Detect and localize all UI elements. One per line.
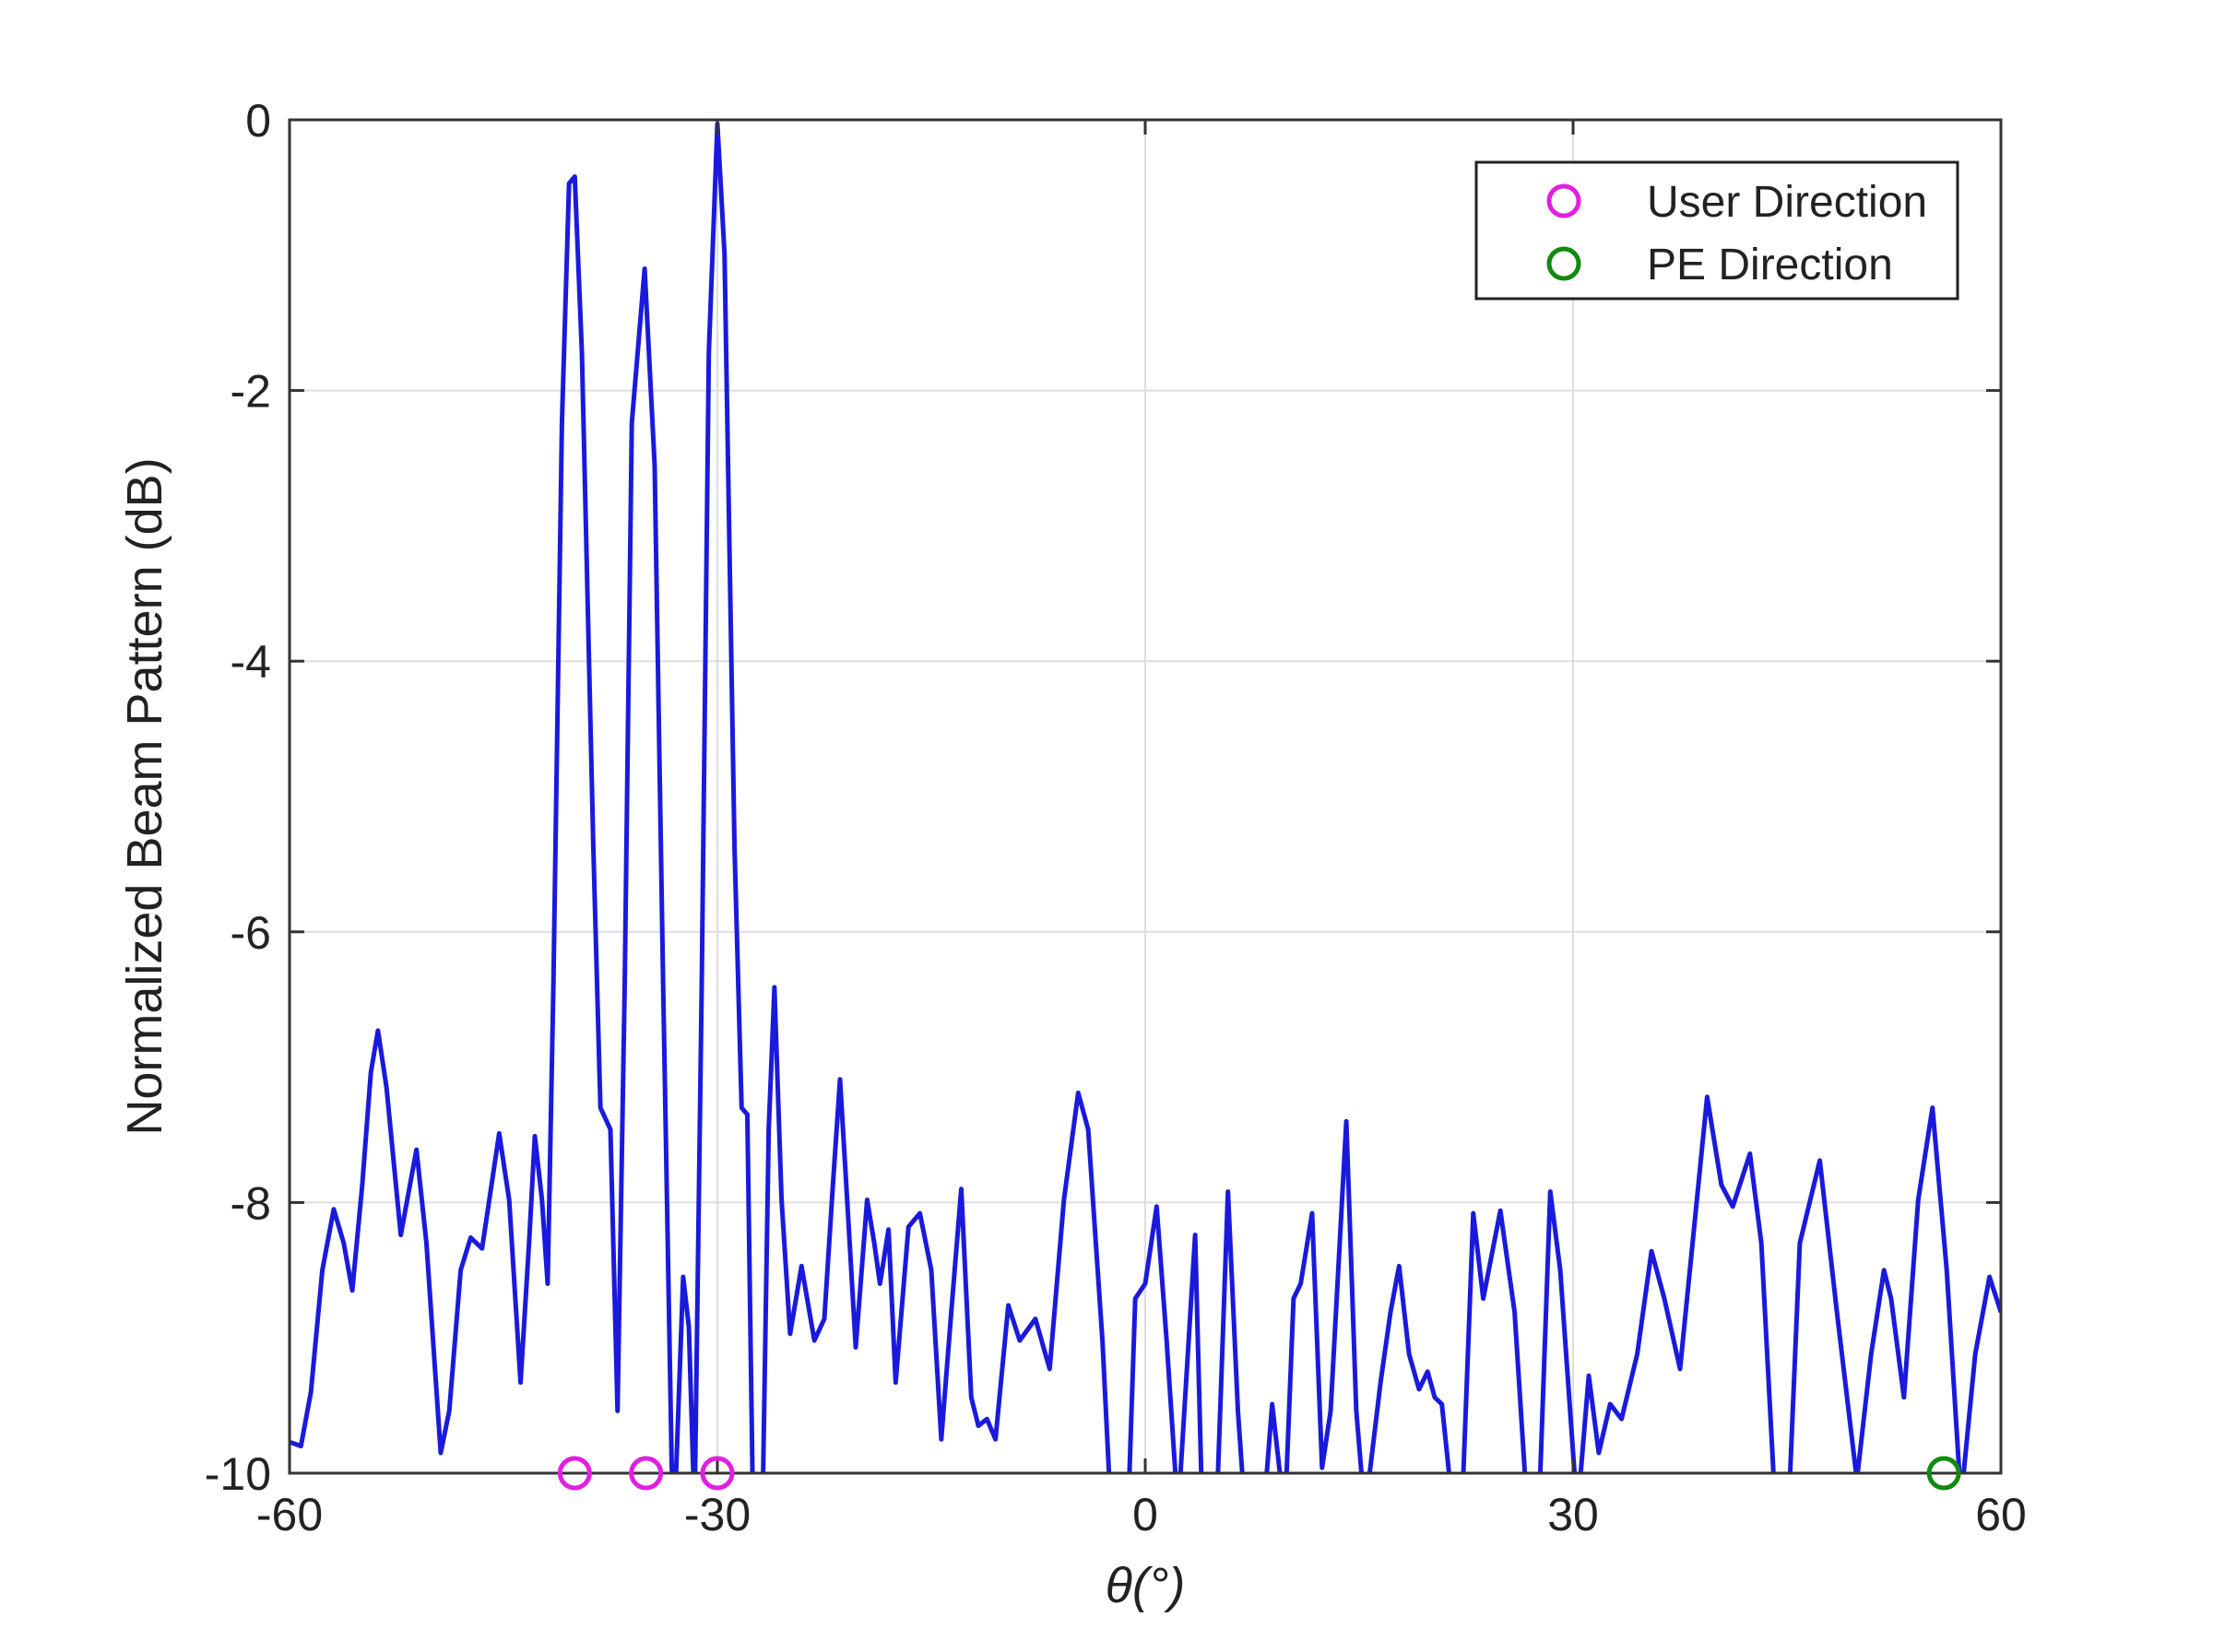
y-tick-label: -6 [231,907,271,959]
y-tick-label: 0 [245,95,271,147]
direction-marker [1926,1456,1961,1491]
x-tick-label: 30 [1547,1489,1599,1540]
direction-marker [700,1456,735,1491]
y-tick-label: -8 [231,1177,271,1229]
ticks: -60 -30 0 30 60 -10 -8 -6 -4 -2 0 [205,95,2027,1540]
y-axis-label: Normalized Beam Pattern (dB) [117,457,172,1135]
y-tick-label: -2 [231,366,271,418]
direction-marker [557,1456,592,1491]
direction-marker [629,1456,664,1491]
y-tick-label: -4 [231,636,271,688]
legend-marker [1546,183,1581,218]
x-tick-label: -30 [684,1489,751,1540]
x-tick-label: -60 [256,1489,323,1540]
plot-area [290,121,2001,1473]
legend-marker [1546,246,1581,281]
legend-label: User Direction [1647,178,1927,227]
x-axis-label: θ(°) [1106,1558,1186,1613]
legend-label: PE Direction [1647,241,1893,289]
beam-pattern-line [290,121,2001,1473]
legend: User Direction PE Direction [1474,160,1959,301]
markers [557,1456,1961,1491]
x-tick-label: 0 [1132,1489,1158,1540]
x-tick-label: 60 [1975,1489,2027,1540]
y-tick-label: -10 [205,1448,271,1500]
